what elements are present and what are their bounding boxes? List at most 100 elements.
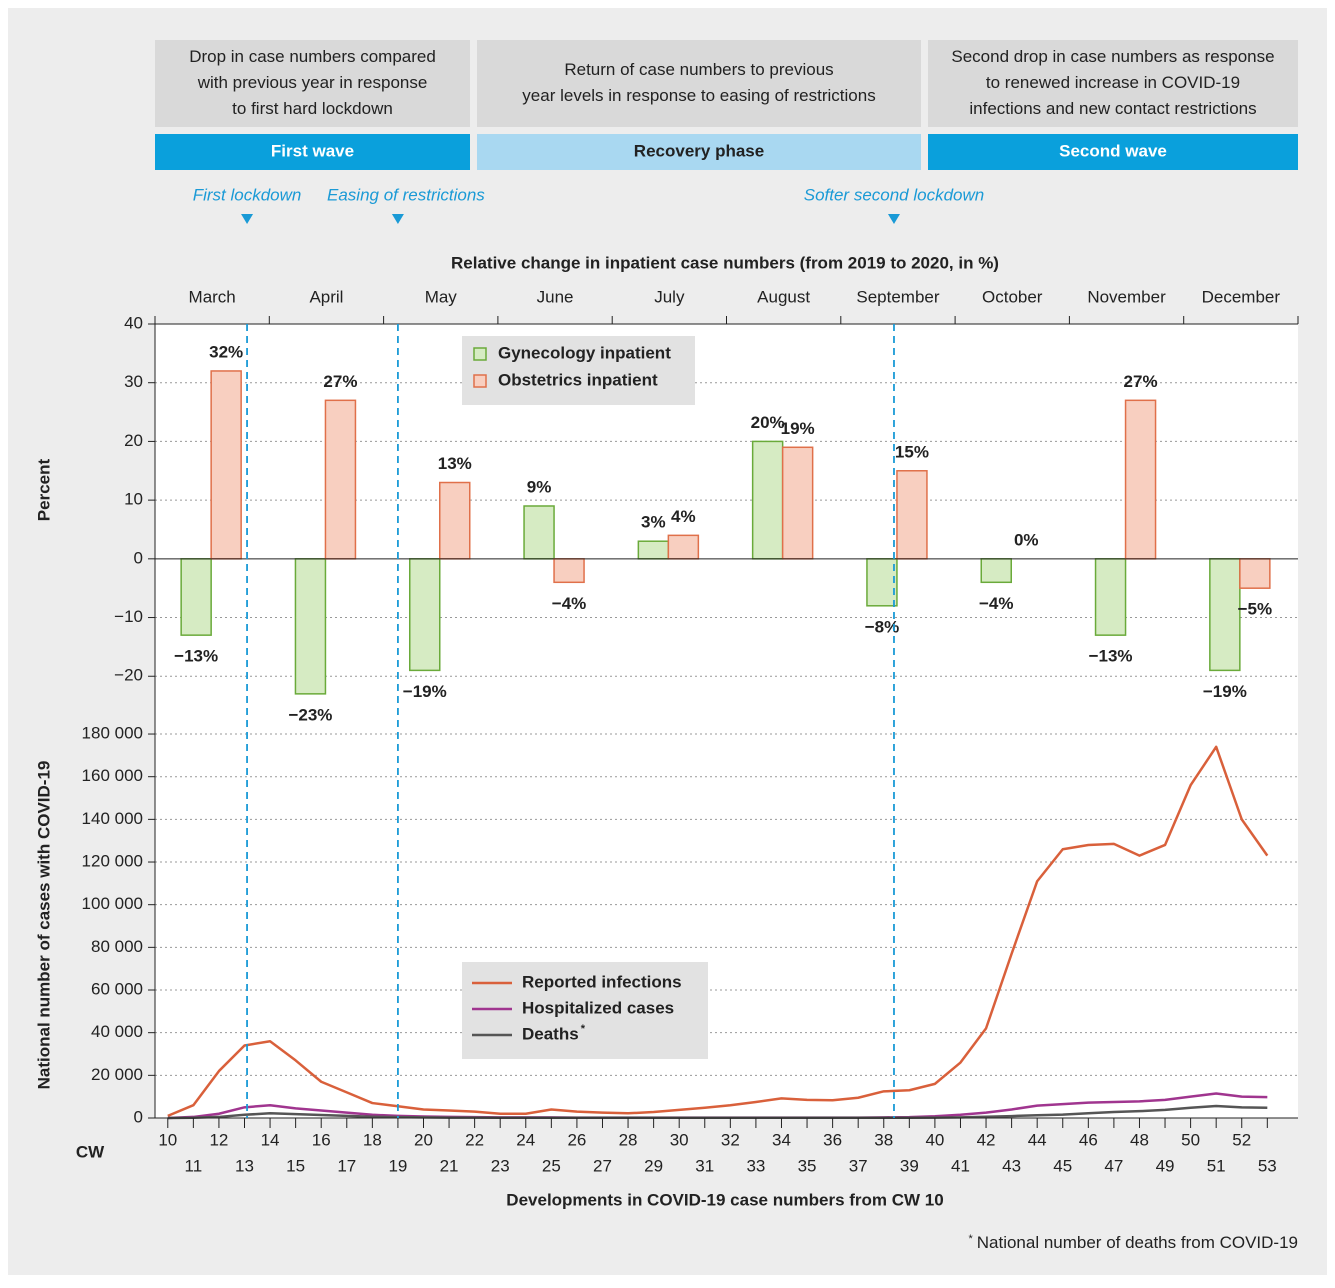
- value-label: −8%: [865, 617, 900, 636]
- value-label: −13%: [174, 647, 218, 666]
- x-tick-label: 28: [619, 1130, 638, 1149]
- x-tick-label: 50: [1181, 1130, 1200, 1149]
- x-tick-label: 18: [363, 1130, 382, 1149]
- y-tick-label: 60 000: [91, 979, 143, 998]
- y-tick-label: 20 000: [91, 1065, 143, 1084]
- bar: [896, 470, 928, 560]
- event-label: Easing of restrictions: [327, 185, 485, 204]
- value-label: 9%: [527, 477, 552, 496]
- x-tick-label: 49: [1156, 1156, 1175, 1175]
- bar: [409, 558, 441, 672]
- phase-label: Recovery phase: [634, 141, 764, 160]
- legend-label: Gynecology inpatient: [498, 343, 671, 362]
- month-label: July: [654, 287, 685, 306]
- x-tick-label: 53: [1258, 1156, 1277, 1175]
- phase-box: [477, 40, 921, 127]
- bar: [980, 558, 1012, 584]
- y-tick-label: 20: [124, 431, 143, 450]
- footnote: * National number of deaths from COVID-19: [968, 1233, 1298, 1253]
- phase-label: Second wave: [1059, 141, 1167, 160]
- y-tick-label: 40: [124, 313, 143, 332]
- x-tick-label: 19: [388, 1156, 407, 1175]
- value-label: −13%: [1089, 647, 1133, 666]
- month-label: October: [982, 287, 1043, 306]
- value-label: 20%: [751, 413, 785, 432]
- x-tick-label: 33: [746, 1156, 765, 1175]
- x-tick-label: 30: [670, 1130, 689, 1149]
- legend-footnote-mark: *: [581, 1023, 586, 1035]
- value-label: 13%: [438, 454, 472, 473]
- value-label: −19%: [1203, 682, 1247, 701]
- y-tick-label: 140 000: [82, 809, 143, 828]
- cw-label: CW: [76, 1142, 105, 1161]
- x-tick-label: 13: [235, 1156, 254, 1175]
- month-label: June: [537, 287, 574, 306]
- phase-description: Drop in case numbers compared: [189, 47, 436, 66]
- x-tick-label: 24: [516, 1130, 535, 1149]
- x-tick-label: 21: [440, 1156, 459, 1175]
- phase-description: with previous year in response: [197, 73, 428, 92]
- legend-box: [462, 336, 695, 405]
- bar: [523, 505, 555, 560]
- x-tick-label: 25: [542, 1156, 561, 1175]
- x-tick-label: 43: [1002, 1156, 1021, 1175]
- bar: [866, 558, 898, 607]
- value-label: 32%: [209, 342, 243, 361]
- x-tick-label: 20: [414, 1130, 433, 1149]
- x-tick-label: 39: [900, 1156, 919, 1175]
- phase-label-box: [928, 134, 1298, 170]
- line-ylabel: National number of cases with COVID-19: [34, 761, 53, 1090]
- phase-box: [928, 40, 1298, 127]
- bar: [667, 534, 700, 560]
- month-label: May: [425, 287, 458, 306]
- phase-description: Return of case numbers to previous: [564, 60, 833, 79]
- x-tick-label: 42: [977, 1130, 996, 1149]
- value-label: 4%: [671, 507, 696, 526]
- event-marker: [391, 214, 404, 224]
- bar: [553, 558, 585, 584]
- y-tick-label: 40 000: [91, 1022, 143, 1041]
- x-tick-label: 45: [1053, 1156, 1072, 1175]
- month-label: August: [757, 287, 810, 306]
- value-label: 27%: [1124, 372, 1158, 391]
- x-tick-label: 15: [286, 1156, 305, 1175]
- x-tick-label: 31: [695, 1156, 714, 1175]
- x-tick-label: 51: [1207, 1156, 1226, 1175]
- bar: [210, 370, 242, 560]
- footnote-text: National number of deaths from COVID-19: [977, 1233, 1298, 1252]
- bar: [324, 399, 357, 560]
- x-tick-label: 32: [721, 1130, 740, 1149]
- bar-ylabel: Percent: [34, 458, 53, 521]
- bar: [294, 558, 327, 695]
- x-tick-label: 27: [593, 1156, 612, 1175]
- x-tick-label: 46: [1079, 1130, 1098, 1149]
- legend-label: Obstetrics inpatient: [498, 370, 658, 389]
- phase-description: year levels in response to easing of res…: [522, 86, 875, 105]
- x-tick-label: 23: [491, 1156, 510, 1175]
- x-tick-label: 14: [261, 1130, 280, 1149]
- value-label: 19%: [781, 419, 815, 438]
- x-tick-label: 37: [849, 1156, 868, 1175]
- x-tick-label: 40: [925, 1130, 944, 1149]
- value-label: 27%: [323, 372, 357, 391]
- x-tick-label: 16: [312, 1130, 331, 1149]
- footnote-mark: *: [968, 1233, 973, 1245]
- y-tick-label: 160 000: [82, 766, 143, 785]
- y-tick-label: 80 000: [91, 937, 143, 956]
- y-tick-label: 0: [134, 1107, 143, 1126]
- phase-description: to renewed increase in COVID-19: [986, 73, 1240, 92]
- legend-label: Hospitalized cases: [522, 998, 674, 1017]
- bar: [1094, 558, 1127, 636]
- phase-label-box: [477, 134, 921, 170]
- phase-box: [155, 40, 470, 127]
- y-tick-label: 180 000: [82, 724, 143, 743]
- event-marker: [887, 214, 900, 224]
- bar: [1209, 558, 1241, 672]
- x-tick-label: 44: [1028, 1130, 1047, 1149]
- phase-label-box: [155, 134, 470, 170]
- month-label: April: [309, 287, 343, 306]
- value-label: −5%: [1238, 600, 1273, 619]
- month-label: November: [1087, 287, 1166, 306]
- event-label: Softer second lockdown: [804, 185, 985, 204]
- bar: [439, 481, 471, 560]
